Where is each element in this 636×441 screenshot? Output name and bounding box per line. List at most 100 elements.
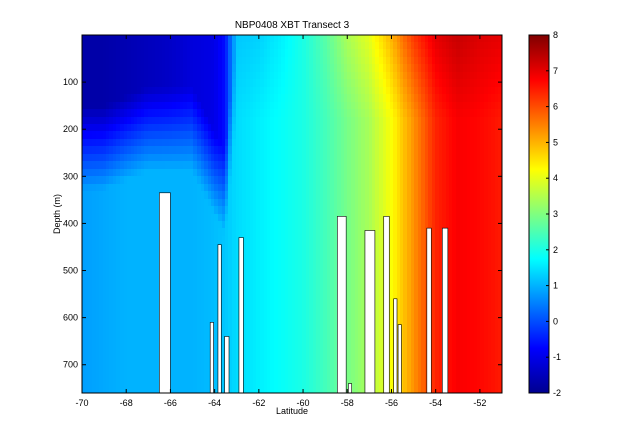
- field-cell: [137, 214, 143, 223]
- field-cell: [204, 161, 210, 171]
- field-cell: [176, 378, 182, 387]
- field-cell: [375, 57, 381, 66]
- field-cell: [85, 363, 90, 372]
- field-cell: [204, 378, 210, 387]
- field-cell: [131, 378, 136, 387]
- field-cell: [407, 236, 412, 245]
- field-cell: [393, 236, 398, 245]
- field-cell: [92, 243, 98, 253]
- field-cell: [285, 214, 290, 223]
- field-cell: [355, 64, 360, 74]
- field-cell: [180, 348, 185, 357]
- field-cell: [148, 94, 154, 104]
- field-cell: [365, 169, 370, 178]
- field-cell: [141, 139, 146, 148]
- field-cell: [120, 318, 126, 327]
- field-cell: [432, 325, 437, 335]
- field-cell: [306, 94, 311, 104]
- field-cell: [264, 49, 269, 59]
- field-cell: [439, 184, 444, 193]
- field-cell: [201, 79, 206, 89]
- field-cell: [246, 340, 252, 350]
- field-cell: [400, 64, 405, 74]
- field-cell: [169, 49, 174, 59]
- field-cell: [334, 72, 339, 81]
- field-cell: [264, 117, 269, 126]
- field-cell: [218, 146, 224, 156]
- field-cell: [155, 333, 160, 342]
- field-cell: [334, 102, 339, 111]
- field-cell: [403, 243, 409, 253]
- field-cell: [288, 206, 293, 215]
- field-cell: [432, 251, 437, 260]
- field-cell: [267, 378, 272, 387]
- field-cell: [144, 146, 150, 156]
- field-cell: [228, 385, 234, 393]
- field-cell: [330, 258, 335, 268]
- field-cell: [309, 310, 315, 320]
- field-cell: [180, 340, 185, 350]
- field-cell: [344, 363, 349, 372]
- field-cell: [155, 57, 160, 66]
- field-cell: [134, 325, 139, 335]
- field-cell: [400, 296, 405, 305]
- field-cell: [197, 42, 203, 51]
- field-cell: [214, 169, 220, 178]
- field-cell: [292, 109, 297, 119]
- field-cell: [439, 72, 444, 81]
- field-cell: [323, 57, 329, 66]
- field-cell: [313, 355, 318, 365]
- field-cell: [379, 251, 384, 260]
- field-cell: [425, 87, 430, 96]
- field-cell: [421, 348, 426, 357]
- field-cell: [152, 124, 157, 133]
- field-cell: [270, 348, 276, 357]
- field-cell: [96, 72, 101, 81]
- field-cell: [390, 266, 395, 275]
- field-cell: [176, 266, 182, 275]
- field-cell: [246, 325, 252, 335]
- field-cell: [137, 236, 143, 245]
- field-cell: [439, 42, 444, 51]
- field-cell: [369, 139, 374, 148]
- field-cell: [208, 139, 213, 148]
- field-cell: [295, 378, 300, 387]
- field-cell: [298, 94, 304, 104]
- field-cell: [137, 281, 143, 290]
- field-cell: [152, 79, 157, 89]
- field-cell: [435, 42, 440, 51]
- field-cell: [358, 191, 363, 201]
- field-cell: [148, 64, 154, 74]
- field-cell: [155, 251, 160, 260]
- field-cell: [214, 161, 220, 171]
- field-cell: [358, 228, 363, 238]
- field-cell: [246, 251, 252, 260]
- field-cell: [407, 385, 412, 393]
- field-cell: [425, 139, 430, 148]
- field-cell: [144, 296, 150, 305]
- field-cell: [369, 57, 374, 66]
- field-cell: [330, 251, 335, 260]
- field-cell: [411, 72, 416, 81]
- field-cell: [418, 333, 423, 342]
- field-cell: [193, 385, 199, 393]
- field-cell: [344, 355, 349, 365]
- field-cell: [425, 79, 430, 89]
- field-cell: [285, 176, 290, 186]
- field-cell: [288, 57, 293, 66]
- field-cell: [137, 146, 143, 156]
- field-cell: [232, 154, 238, 163]
- field-cell: [355, 243, 360, 253]
- field-cell: [278, 64, 283, 74]
- field-cell: [351, 72, 356, 81]
- field-cell: [298, 296, 304, 305]
- field-cell: [400, 303, 405, 312]
- field-cell: [99, 109, 105, 119]
- field-cell: [120, 117, 126, 126]
- field-cell: [232, 266, 238, 275]
- field-cell: [302, 64, 307, 74]
- field-cell: [165, 35, 171, 44]
- field-cell: [131, 228, 136, 238]
- field-cell: [242, 325, 248, 335]
- field-cell: [372, 169, 377, 178]
